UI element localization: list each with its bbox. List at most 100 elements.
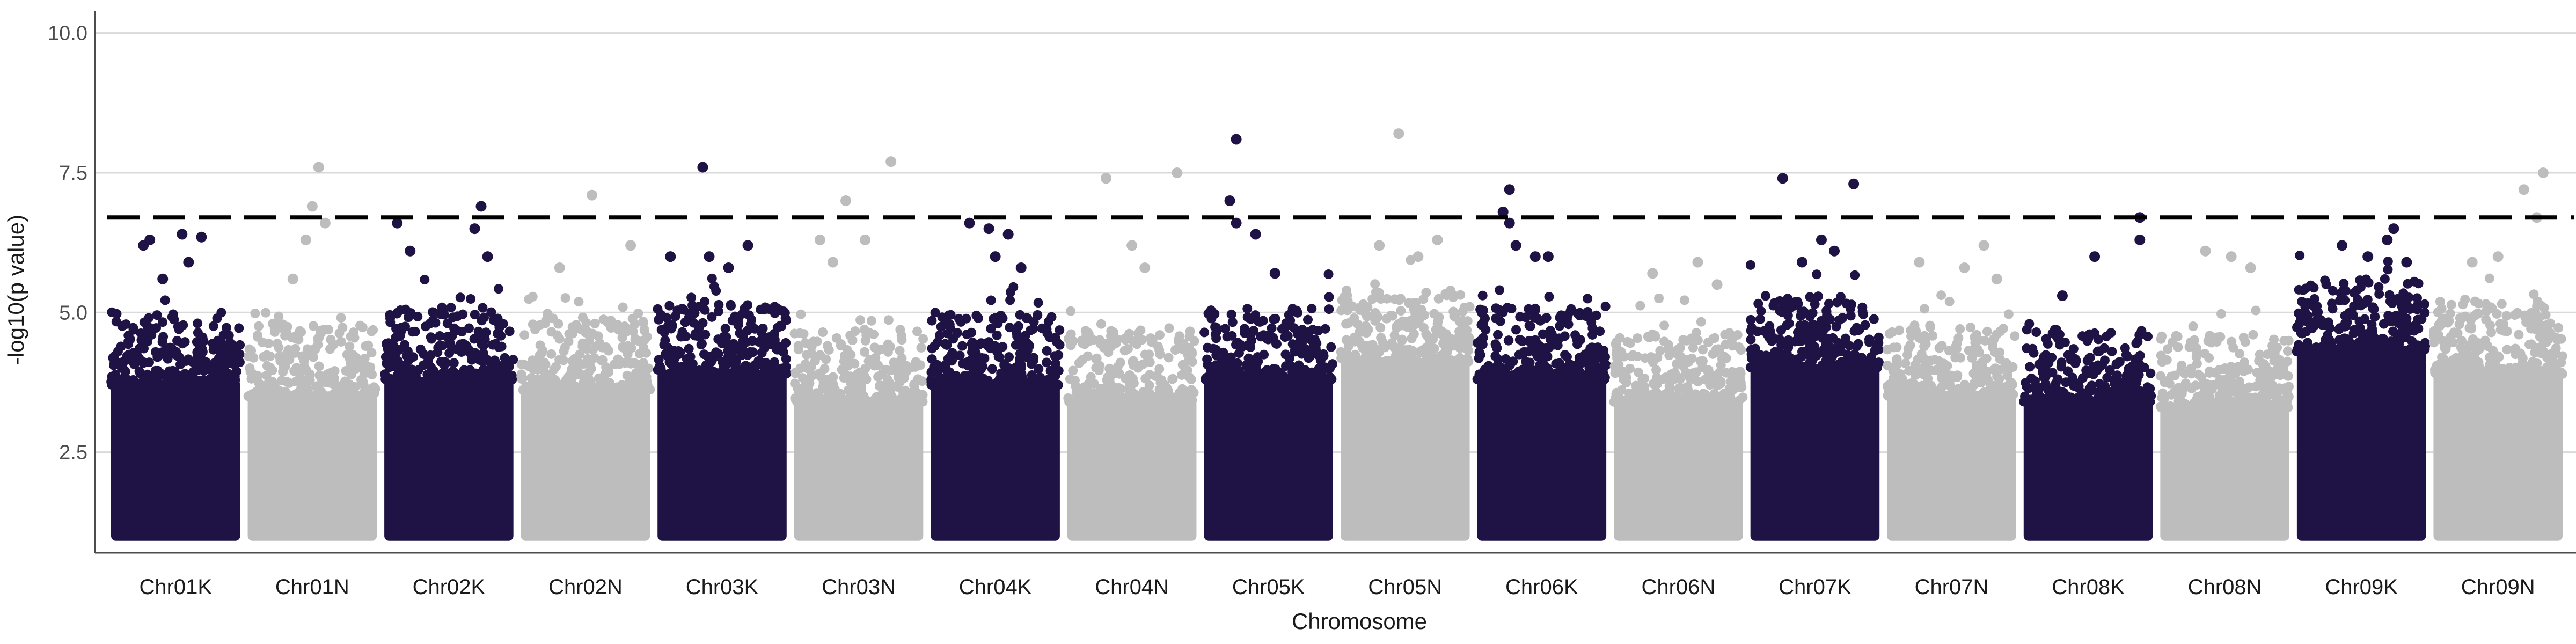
- point-Chr06K: [1526, 339, 1536, 349]
- top-hit-Chr01K: [196, 231, 207, 243]
- point-Chr05N: [1341, 347, 1351, 357]
- point-Chr05N: [1395, 294, 1406, 304]
- point-Chr04N: [1106, 331, 1116, 341]
- point-Chr03N: [823, 341, 833, 351]
- point-Chr01N: [254, 321, 264, 331]
- top-hit-Chr03K: [665, 251, 676, 262]
- point-Chr07N: [1965, 323, 1975, 333]
- point-Chr03K: [742, 326, 752, 336]
- point-Chr02K: [493, 327, 503, 338]
- point-Chr01K: [180, 337, 190, 347]
- point-Chr08N: [2156, 350, 2166, 361]
- point-Chr01N: [329, 389, 339, 399]
- point-Chr07K: [1746, 334, 1756, 345]
- point-Chr02K: [455, 292, 465, 303]
- point-Chr07K: [1756, 306, 1766, 316]
- point-Chr04N: [1080, 383, 1091, 393]
- point-Chr05K: [1324, 292, 1334, 302]
- point-Chr09K: [2360, 342, 2370, 353]
- top-hit-Chr07K: [1816, 234, 1827, 245]
- point-Chr03N: [897, 353, 907, 363]
- point-Chr02K: [410, 326, 420, 336]
- top-hit-Chr06K: [1510, 240, 1521, 251]
- point-Chr02N: [560, 293, 570, 303]
- point-Chr02K: [486, 307, 496, 317]
- point-Chr06N: [1611, 389, 1621, 399]
- point-Chr08N: [2261, 400, 2271, 411]
- point-Chr02N: [577, 341, 588, 352]
- point-Chr02N: [579, 359, 589, 369]
- point-Chr02K: [392, 308, 402, 318]
- point-Chr02K: [411, 367, 421, 377]
- point-Chr04N: [1092, 353, 1102, 363]
- point-Chr01K: [216, 379, 226, 390]
- point-Chr02N: [627, 313, 638, 324]
- point-Chr03K: [708, 369, 718, 379]
- point-Chr02K: [456, 347, 466, 357]
- point-Chr04K: [973, 313, 983, 323]
- point-Chr08N: [2156, 334, 2166, 344]
- point-Chr03K: [764, 304, 774, 314]
- point-Chr08K: [2038, 372, 2048, 382]
- point-Chr09N: [2481, 306, 2491, 317]
- point-Chr03N: [897, 335, 907, 345]
- point-Chr01K: [144, 313, 154, 323]
- point-Chr02K: [493, 284, 503, 294]
- point-Chr07N: [1944, 296, 1955, 306]
- point-Chr03N: [807, 370, 817, 380]
- point-Chr01N: [257, 337, 267, 347]
- point-Chr06N: [1706, 370, 1716, 380]
- point-Chr03K: [707, 312, 717, 322]
- point-Chr09N: [2448, 338, 2458, 348]
- top-hit-Chr01N: [319, 217, 331, 229]
- point-Chr02N: [554, 334, 565, 344]
- point-Chr03N: [813, 389, 823, 399]
- point-Chr02N: [548, 313, 558, 324]
- point-Chr03N: [828, 379, 838, 390]
- point-Chr07N: [1977, 360, 1987, 370]
- point-Chr01K: [224, 331, 234, 341]
- point-Chr03N: [910, 362, 920, 372]
- point-Chr09K: [2398, 288, 2409, 298]
- top-hit-Chr09N: [2467, 257, 2478, 268]
- x-tick-label: Chr09N: [2461, 575, 2535, 599]
- point-Chr07N: [1945, 374, 1956, 384]
- point-Chr05N: [1458, 321, 1468, 332]
- point-Chr04N: [1137, 393, 1147, 404]
- point-Chr05K: [1230, 363, 1240, 373]
- point-Chr05N: [1349, 313, 1359, 323]
- point-Chr02N: [528, 378, 538, 389]
- point-Chr04K: [947, 349, 957, 359]
- top-hit-Chr08N: [2245, 262, 2256, 273]
- point-Chr03K: [743, 362, 753, 372]
- point-Chr05N: [1355, 305, 1365, 315]
- top-hit-Chr08N: [2200, 245, 2211, 257]
- point-Chr04K: [1009, 370, 1019, 380]
- point-Chr08N: [2234, 376, 2244, 386]
- point-Chr07K: [1850, 270, 1860, 280]
- point-Chr06K: [1570, 330, 1580, 340]
- point-Chr07N: [1894, 325, 1905, 335]
- point-Chr02N: [623, 357, 633, 368]
- point-Chr04N: [1155, 330, 1165, 340]
- point-Chr08K: [2124, 364, 2134, 374]
- point-Chr01K: [134, 366, 144, 376]
- point-Chr07K: [1752, 326, 1762, 336]
- point-Chr02N: [620, 326, 630, 336]
- point-Chr02K: [477, 356, 487, 366]
- point-Chr05K: [1270, 313, 1280, 324]
- point-Chr06N: [1621, 378, 1631, 388]
- point-Chr03K: [714, 299, 724, 310]
- top-hit-Chr03N: [827, 257, 838, 268]
- point-Chr04N: [1155, 377, 1166, 387]
- point-Chr02N: [518, 374, 528, 384]
- top-hit-Chr04K: [983, 223, 994, 235]
- top-hit-Chr09K: [2382, 234, 2393, 245]
- point-Chr04K: [963, 361, 973, 371]
- point-Chr09N: [2454, 319, 2464, 330]
- point-Chr05K: [1220, 324, 1230, 334]
- point-Chr09N: [2510, 343, 2520, 354]
- point-Chr06N: [1721, 396, 1731, 406]
- point-Chr08N: [2192, 394, 2202, 405]
- top-hit-Chr04N: [1139, 262, 1151, 273]
